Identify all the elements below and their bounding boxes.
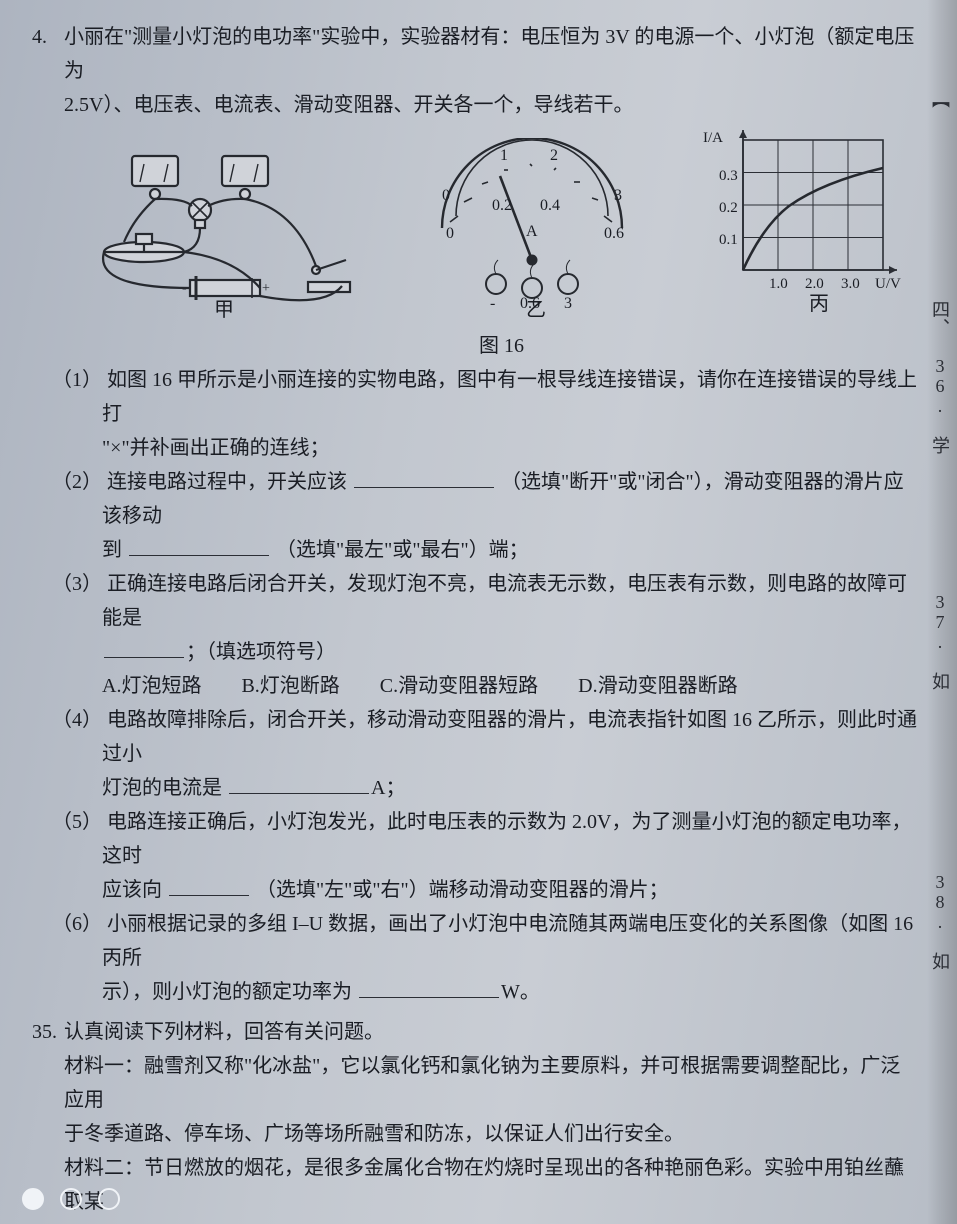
svg-text:0.4: 0.4 (540, 197, 560, 214)
q35-m2a: 材料二：节日燃放的烟花，是很多金属化合物在灼烧时呈现出的各种艳丽色彩。实验中用铂… (64, 1151, 919, 1219)
q34-1b: "×"并补画出正确的连线； (14, 431, 919, 465)
opt-b: B.灯泡断路 (241, 669, 339, 703)
figure-17: 加入足量水 加入 Na₂CO₃ 溶液 用铂丝蘸取 上层清液， 灼烧 融雪剂样品 … (399, 1219, 919, 1224)
svg-text:3: 3 (614, 187, 622, 204)
svg-text:I/A: I/A (703, 130, 723, 146)
fig16-caption: 图 16 (479, 329, 524, 363)
q34-line2: 2.5V）、电压表、电流表、滑动变阻器、开关各一个，导线若干。 (14, 88, 919, 122)
svg-text:0.2: 0.2 (492, 197, 512, 214)
figure-yi: 0 12 3 0 0.20.4 0.6 A -0.63 乙 (422, 138, 642, 329)
experiment-flow-icon: 加入足量水 加入 Na₂CO₃ 溶液 用铂丝蘸取 上层清液， 灼烧 融雪剂样品 … (399, 1219, 919, 1224)
edge-a: 【 (924, 90, 955, 108)
q34-6b: 示），则小灯泡的额定功率为 W。 (14, 975, 919, 1009)
edge-d: 37. 如 (924, 592, 955, 690)
blank (354, 467, 494, 488)
svg-text:甲: 甲 (214, 299, 234, 318)
q34-3b: ；（填选项符号） (14, 635, 919, 669)
q34-number: 4. (32, 20, 64, 54)
blank (229, 773, 369, 794)
edge-c: 36. 学 (924, 356, 955, 454)
q34-4: （4） 电路故障排除后，闭合开关，移动滑动变阻器的滑片，电流表指针如图 16 乙… (14, 703, 919, 771)
blank (129, 535, 269, 556)
q34-5: （5） 电路连接正确后，小灯泡发光，此时电压表的示数为 2.0V，为了测量小灯泡… (14, 805, 919, 873)
pager-dot-active[interactable] (22, 1188, 44, 1210)
svg-text:乙: 乙 (526, 299, 546, 318)
pager-dots (22, 1188, 120, 1210)
q35-body: 材料一：融雪剂又称"化冰盐"，它以氯化钙和氯化钠为主要原料，并可根据需要调整配比… (14, 1049, 919, 1224)
figure-jia: - + 甲 (84, 148, 364, 329)
svg-text:0.6: 0.6 (604, 225, 624, 242)
q34-2b: 到 （选填"最左"或"最右"）端； (14, 533, 919, 567)
q34-4b: 灯泡的电流是 A； (14, 771, 919, 805)
blank (169, 875, 249, 896)
opt-c: C.滑动变阻器短路 (380, 669, 538, 703)
q35-m1a: 材料一：融雪剂又称"化冰盐"，它以氯化钙和氯化钠为主要原料，并可根据需要调整配比… (64, 1049, 919, 1117)
svg-text:1.0: 1.0 (769, 276, 788, 292)
q34-intro-a: 小丽在"测量小灯泡的电功率"实验中，实验器材有：电压恒为 3V 的电源一个、小灯… (64, 26, 914, 82)
pager-dot[interactable] (60, 1188, 82, 1210)
worksheet-page: 4.小丽在"测量小灯泡的电功率"实验中，实验器材有：电压恒为 3V 的电源一个、… (0, 0, 957, 1224)
svg-text:-: - (490, 295, 495, 312)
svg-text:1: 1 (500, 147, 508, 164)
svg-text:2: 2 (550, 147, 558, 164)
q35-m1b: 于冬季道路、停车场、广场等场所融雪和防冻，以保证人们出行安全。 (64, 1117, 919, 1151)
q34-line1: 4.小丽在"测量小灯泡的电功率"实验中，实验器材有：电压恒为 3V 的电源一个、… (14, 20, 919, 88)
q35-head: 35.认真阅读下列材料，回答有关问题。 (14, 1015, 919, 1049)
figure-bing: I/A 0.3 0.2 0.1 1.0 2.0 3.0 U/V 丙 (699, 128, 909, 329)
opt-d: D.滑动变阻器断路 (578, 669, 737, 703)
figure-row-16: - + 甲 (14, 122, 919, 329)
svg-text:+: + (262, 281, 270, 296)
opt-a: A.灯泡短路 (102, 669, 201, 703)
svg-text:U/V: U/V (875, 276, 901, 292)
circuit-diagram-icon: - + 甲 (84, 148, 364, 318)
q34-6: （6） 小丽根据记录的多组 I–U 数据，画出了小灯泡中电流随其两端电压变化的关… (14, 907, 919, 975)
edge-b: 四、 (924, 300, 955, 336)
svg-text:丙: 丙 (809, 293, 829, 315)
svg-text:0.2: 0.2 (719, 200, 738, 216)
svg-text:0.1: 0.1 (719, 232, 738, 248)
svg-text:0.3: 0.3 (719, 168, 738, 184)
q34-3: （3） 正确连接电路后闭合开关，发现灯泡不亮，电流表无示数，电压表有示数，则电路… (14, 567, 919, 635)
edge-e: 38. 如 (924, 872, 955, 970)
ammeter-dial-icon: 0 12 3 0 0.20.4 0.6 A -0.63 乙 (422, 138, 642, 318)
svg-text:3.0: 3.0 (841, 276, 860, 292)
svg-text:A: A (526, 223, 538, 240)
q34-2: （2） 连接电路过程中，开关应该 （选填"断开"或"闭合"），滑动变阻器的滑片应… (14, 465, 919, 533)
pager-dot[interactable] (98, 1188, 120, 1210)
svg-text:2.0: 2.0 (805, 276, 824, 292)
iv-graph-icon: I/A 0.3 0.2 0.1 1.0 2.0 3.0 U/V 丙 (699, 128, 909, 318)
q34-1: （1） 如图 16 甲所示是小丽连接的实物电路，图中有一根导线连接错误，请你在连… (14, 363, 919, 431)
svg-text:0: 0 (442, 187, 450, 204)
svg-text:3: 3 (564, 295, 572, 312)
q34-5b: 应该向 （选填"左"或"右"）端移动滑动变阻器的滑片； (14, 873, 919, 907)
blank (104, 637, 184, 658)
q34-3-options: A.灯泡短路 B.灯泡断路 C.滑动变阻器短路 D.滑动变阻器断路 (14, 669, 919, 703)
svg-text:0: 0 (446, 225, 454, 242)
blank (359, 977, 499, 998)
q35-number: 35. (32, 1015, 64, 1049)
